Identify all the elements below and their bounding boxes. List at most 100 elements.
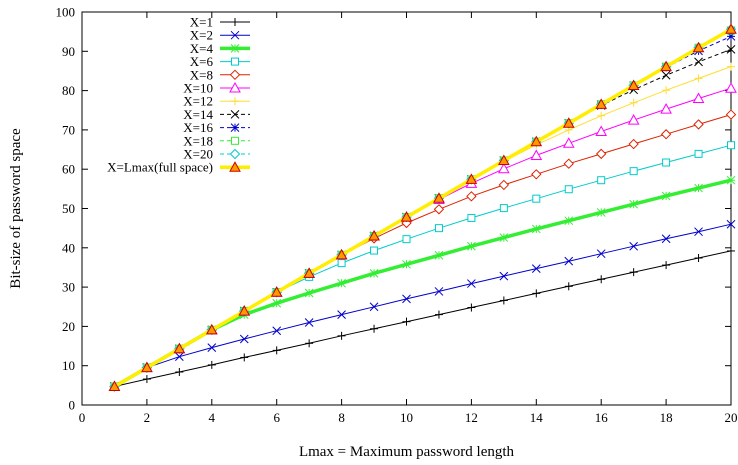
point-marker (660, 60, 672, 72)
point-marker (694, 183, 703, 193)
point-marker (434, 250, 444, 260)
point-marker (532, 194, 541, 203)
legend: X=1X=2X=4X=6X=8X=10X=12X=14X=16X=18X=20X… (107, 15, 250, 175)
point-marker (725, 82, 737, 93)
y-tick-label: 70 (62, 122, 75, 137)
y-tick-label: 100 (56, 5, 76, 20)
point-marker (531, 224, 541, 234)
point-marker (434, 287, 444, 296)
series-line (114, 144, 732, 387)
point-marker (563, 158, 574, 169)
point-marker (465, 173, 478, 184)
point-marker (629, 167, 638, 176)
point-marker (239, 334, 249, 344)
point-marker (337, 278, 346, 288)
point-marker (433, 192, 445, 203)
x-tick-label: 8 (338, 410, 345, 425)
x-tick-label: 10 (400, 410, 413, 425)
series-layer (108, 23, 737, 392)
point-marker (303, 267, 315, 278)
legend-label: X=18 (183, 133, 213, 148)
point-marker (726, 219, 736, 229)
point-marker (231, 57, 239, 66)
point-marker (369, 302, 379, 312)
legend-label: X=Lmax(full space) (107, 160, 213, 175)
point-marker (467, 213, 476, 222)
legend-label: X=4 (190, 41, 214, 56)
point-marker (400, 211, 413, 222)
point-marker (692, 41, 705, 53)
point-marker (229, 148, 241, 160)
point-marker (337, 310, 346, 319)
y-tick-label: 30 (62, 280, 75, 295)
point-marker (272, 298, 282, 308)
x-tick-label: 0 (79, 410, 86, 425)
series-x-2 (110, 219, 736, 391)
legend-label: X=14 (183, 107, 213, 122)
point-marker (229, 81, 241, 93)
point-marker (660, 103, 672, 114)
y-tick-label: 40 (62, 240, 75, 255)
y-tick-label: 60 (62, 162, 75, 177)
legend-label: X=16 (183, 120, 213, 135)
point-marker (466, 191, 477, 202)
x-tick-label: 2 (144, 410, 151, 425)
point-marker (498, 162, 510, 174)
point-marker (531, 169, 542, 180)
point-marker (726, 175, 736, 185)
point-marker (238, 305, 251, 316)
point-marker (531, 264, 541, 273)
series-line (114, 250, 732, 387)
point-marker (727, 141, 735, 150)
point-marker (174, 352, 184, 362)
point-marker (661, 191, 671, 201)
x-tick-label: 20 (725, 410, 738, 425)
point-marker (564, 185, 573, 194)
point-marker (272, 326, 282, 336)
point-marker (370, 246, 379, 255)
point-marker (205, 323, 218, 335)
point-marker (230, 110, 240, 119)
y-tick-label: 50 (62, 201, 75, 216)
series-x-lmax-full-space- (108, 23, 737, 392)
y-tick-label: 90 (62, 44, 75, 59)
point-marker (595, 148, 607, 160)
point-marker (230, 30, 240, 40)
legend-label: X=6 (190, 54, 214, 69)
legend-label: X=12 (183, 94, 213, 109)
series-x-1 (110, 246, 735, 391)
point-marker (304, 288, 314, 298)
x-axis-title: Lmax = Maximum password length (299, 444, 515, 460)
point-marker (725, 109, 737, 120)
point-marker (433, 204, 445, 215)
x-tick-label: 18 (660, 410, 673, 425)
y-axis-title: Bit-size of password space (8, 128, 24, 289)
point-marker (499, 233, 509, 242)
point-marker (629, 199, 639, 209)
point-marker (627, 114, 640, 125)
point-marker (173, 342, 186, 354)
point-marker (207, 343, 217, 352)
point-marker (661, 70, 671, 80)
point-marker (564, 256, 574, 266)
point-marker (434, 224, 443, 233)
point-marker (337, 259, 346, 268)
point-marker (229, 161, 241, 172)
point-marker (660, 129, 672, 140)
series-x-6 (110, 141, 735, 391)
point-marker (627, 79, 640, 90)
point-marker (231, 136, 239, 145)
point-marker (694, 227, 703, 237)
point-marker (108, 380, 121, 392)
series-line (114, 223, 732, 387)
series-line (113, 27, 732, 389)
point-marker (628, 138, 639, 150)
point-marker (498, 154, 510, 166)
point-marker (499, 204, 508, 213)
point-marker (498, 179, 510, 191)
point-marker (499, 271, 509, 281)
y-tick-label: 10 (62, 358, 75, 373)
legend-label: X=2 (190, 28, 213, 43)
